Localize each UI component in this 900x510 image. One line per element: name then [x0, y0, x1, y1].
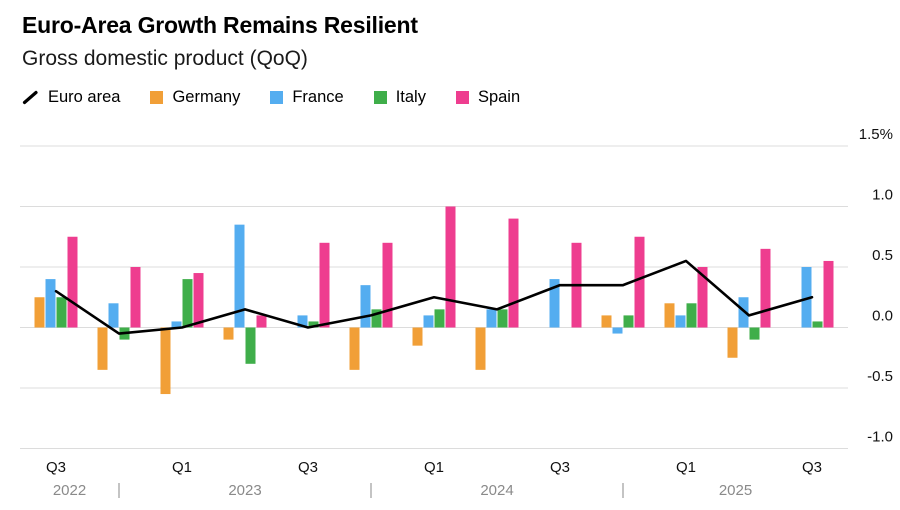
- legend-label-euro-area: Euro area: [48, 88, 121, 106]
- euro-area-line: [54, 259, 814, 335]
- bar-spain: [823, 260, 834, 328]
- x-axis-label: Q3: [802, 459, 822, 476]
- bar-italy: [686, 303, 697, 328]
- legend-item-spain: Spain: [455, 88, 521, 107]
- bar-italy: [371, 309, 382, 328]
- bar-spain: [319, 242, 330, 328]
- bar-germany: [475, 327, 486, 370]
- bar-france: [801, 267, 812, 328]
- spain-swatch-icon: [455, 91, 469, 104]
- chart-legend: Euro area Germany France Italy Spain: [22, 88, 520, 107]
- x-axis-label: Q3: [550, 459, 570, 476]
- y-axis-label: -1.0: [867, 429, 893, 446]
- bar-italy: [749, 327, 760, 340]
- bar-italy: [497, 309, 508, 328]
- bar-italy: [308, 321, 319, 328]
- germany-swatch-icon: [150, 91, 164, 104]
- bar-spain: [445, 206, 456, 328]
- bar-germany: [727, 327, 738, 358]
- year-label: 2023: [228, 482, 261, 499]
- bar-italy: [182, 279, 193, 328]
- legend-item-france: France: [270, 88, 344, 107]
- legend-label-spain: Spain: [477, 88, 521, 106]
- x-axis-label: Q1: [676, 459, 696, 476]
- france-swatch-icon: [270, 91, 284, 104]
- x-axis-label: Q3: [46, 459, 66, 476]
- y-axis-label: 0.5: [872, 247, 893, 264]
- bar-germany: [223, 327, 234, 340]
- legend-label-italy: Italy: [395, 88, 426, 106]
- chart-subtitle: Gross domestic product (QoQ): [22, 47, 308, 70]
- legend-item-germany: Germany: [150, 88, 240, 107]
- bar-spain: [697, 267, 708, 328]
- bar-germany: [601, 315, 612, 328]
- bar-france: [738, 297, 749, 328]
- bar-france: [108, 303, 119, 328]
- bar-france: [612, 327, 623, 334]
- chart-header: Euro-Area Growth Remains Resilient Gross…: [22, 12, 418, 71]
- x-axis-label: Q3: [298, 459, 318, 476]
- bar-spain: [130, 267, 141, 328]
- bar-germany: [349, 327, 360, 370]
- bar-italy: [56, 297, 67, 328]
- bar-spain: [508, 218, 519, 328]
- chart-title: Euro-Area Growth Remains Resilient: [22, 12, 418, 38]
- bar-france: [675, 315, 686, 328]
- bar-france: [45, 279, 56, 328]
- legend-item-italy: Italy: [373, 88, 426, 107]
- euro-area-line-icon: [22, 90, 38, 105]
- y-axis-label: 1.0: [872, 187, 893, 204]
- year-label: 2025: [719, 482, 752, 499]
- bar-italy: [245, 327, 256, 364]
- y-axis-label: -0.5: [867, 368, 893, 385]
- bar-germany: [412, 327, 423, 346]
- bar-spain: [760, 248, 771, 328]
- italy-swatch-icon: [373, 91, 387, 104]
- bar-italy: [434, 309, 445, 328]
- bar-germany: [97, 327, 108, 370]
- bar-germany: [664, 303, 675, 328]
- bar-spain: [67, 236, 78, 328]
- bar-spain: [256, 315, 267, 328]
- bar-france: [486, 309, 497, 328]
- bar-italy: [812, 321, 823, 328]
- bar-italy: [623, 315, 634, 328]
- y-axis-label: 0.0: [872, 308, 893, 325]
- bar-spain: [382, 242, 393, 328]
- bar-france: [171, 321, 182, 328]
- bar-france: [360, 285, 371, 328]
- bar-germany: [34, 297, 45, 328]
- bar-france: [234, 224, 245, 328]
- bar-france: [423, 315, 434, 328]
- bar-france: [297, 315, 308, 328]
- legend-label-germany: Germany: [172, 88, 241, 106]
- bar-spain: [634, 236, 645, 328]
- y-axis-label: 1.5%: [859, 126, 893, 143]
- legend-item-euro-area: Euro area: [22, 88, 120, 107]
- year-label: 2024: [480, 482, 513, 499]
- x-axis-label: Q1: [172, 459, 192, 476]
- legend-label-france: France: [292, 88, 344, 106]
- x-axis-label: Q1: [424, 459, 444, 476]
- bar-spain: [193, 273, 204, 328]
- bar-france: [549, 279, 560, 328]
- year-label: 2022: [53, 482, 86, 499]
- bar-germany: [160, 327, 171, 395]
